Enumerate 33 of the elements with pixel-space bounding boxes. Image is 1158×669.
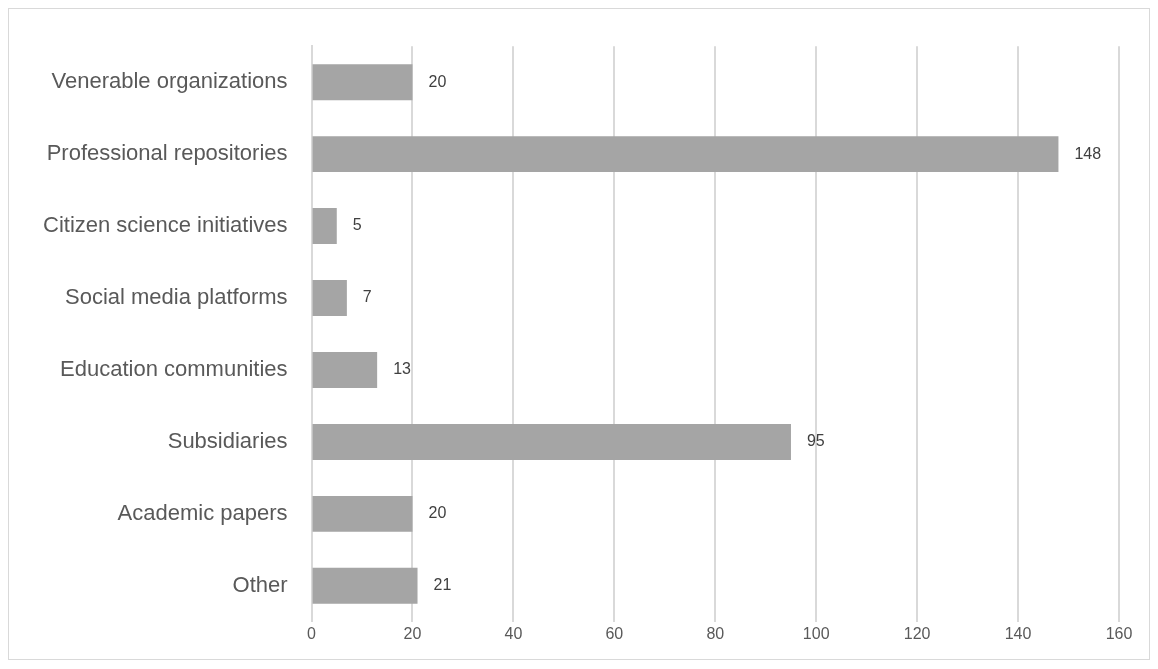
- data-label: 95: [806, 432, 825, 450]
- x-tick-label: 80: [706, 624, 725, 642]
- bar: [312, 280, 347, 317]
- bar: [312, 208, 337, 245]
- data-label: 20: [428, 504, 447, 522]
- x-tick-label: 100: [802, 624, 830, 642]
- data-label: 13: [393, 360, 412, 378]
- x-tick-label: 160: [1105, 624, 1133, 642]
- y-tick-label: Subsidiaries: [167, 427, 288, 453]
- y-tick-label: Education communities: [60, 356, 288, 382]
- data-label: 5: [352, 216, 362, 234]
- bar: [312, 423, 791, 460]
- x-tick-label: 120: [903, 624, 931, 642]
- data-label: 7: [362, 288, 372, 306]
- x-tick-label: 60: [605, 624, 624, 642]
- bar: [312, 567, 418, 604]
- data-label: 21: [433, 576, 452, 594]
- y-tick-label: Venerable organizations: [51, 68, 288, 94]
- y-tick-label: Social media platforms: [65, 284, 288, 310]
- bar: [312, 495, 413, 532]
- data-label: 148: [1074, 144, 1102, 162]
- bar: [312, 351, 378, 388]
- y-tick-label: Other: [232, 571, 288, 597]
- data-label: 20: [428, 72, 447, 90]
- x-tick-label: 140: [1004, 624, 1032, 642]
- bar: [312, 136, 1059, 173]
- y-tick-label: Citizen science initiatives: [43, 212, 288, 238]
- bar: [312, 64, 413, 101]
- x-tick-label: 40: [504, 624, 523, 642]
- y-tick-label: Academic papers: [117, 499, 288, 525]
- x-tick-label: 0: [307, 624, 317, 642]
- y-tick-label: Professional repositories: [46, 140, 288, 166]
- x-tick-label: 20: [403, 624, 422, 642]
